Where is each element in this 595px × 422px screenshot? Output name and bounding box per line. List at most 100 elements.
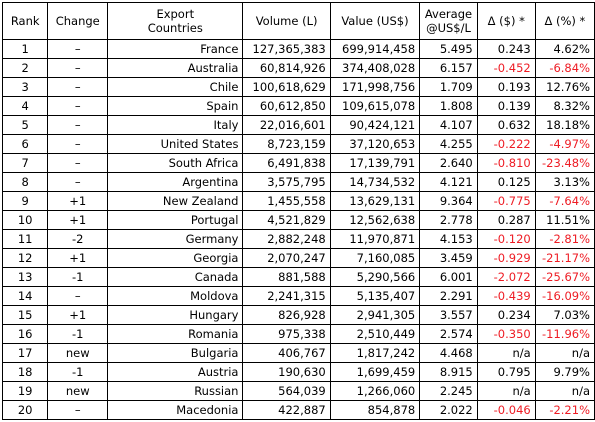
volume-cell: 22,016,601 [242, 115, 331, 135]
delta-dollar-cell: 0.243 [476, 39, 536, 59]
delta-dollar-cell: -0.046 [476, 400, 536, 420]
delta-dollar-cell: 0.139 [476, 96, 536, 116]
table-row: 14– Moldova 2,241,315 5,135,407 2.291 -0.439-… [1, 286, 595, 306]
volume-cell: 2,241,315 [242, 286, 331, 306]
delta-percent-cell: 11.51% [534, 210, 595, 230]
delta-percent-cell: -21.17% [534, 248, 595, 268]
average-cell: 2.291 [419, 286, 478, 306]
delta-percent-cell: -7.64% [534, 191, 595, 211]
volume-cell: 1,455,558 [242, 191, 331, 211]
average-cell: 4.153 [419, 229, 478, 249]
value-cell: 37,120,653 [329, 134, 421, 154]
change-cell: new [47, 381, 109, 401]
change-cell: – [47, 134, 109, 154]
table-row: 16 -1 Romania 975,338 2,510,449 2.574 -0.350 -1… [1, 324, 595, 344]
average-cell: 1.709 [419, 77, 478, 97]
change-cell: new [47, 343, 109, 363]
delta-percent-cell: -23.48% [534, 153, 595, 173]
table-row: 9 +1 New Zealand 1,455,558 13,629,131 9.364 -0… [1, 191, 595, 211]
change-cell: +1 [47, 210, 109, 230]
country-cell: Argentina [107, 172, 244, 192]
delta-dollar-cell: 0.193 [476, 77, 536, 97]
volume-cell: 3,575,795 [242, 172, 331, 192]
country-cell: United States [107, 134, 244, 154]
country-cell: New Zealand [107, 191, 244, 211]
delta-percent-cell: -16.09% [534, 286, 595, 306]
table-row: 20– Macedonia 422,887 854,878 2.022 -0.046 -2.… [1, 400, 595, 420]
rank-cell: 16 [1, 324, 49, 344]
value-cell: 1,699,459 [329, 362, 421, 382]
change-cell: – [47, 96, 109, 116]
value-cell: 5,290,566 [329, 267, 421, 287]
table-row: 12 +1 Georgia 2,070,247 7,160,085 3.459 -0.929… [1, 248, 595, 268]
value-cell: 171,998,756 [329, 77, 421, 97]
average-cell: 2.574 [419, 324, 478, 344]
average-cell: 2.640 [419, 153, 478, 173]
average-cell: 2.778 [419, 210, 478, 230]
country-cell: Italy [107, 115, 244, 135]
country-cell: Moldova [107, 286, 244, 306]
table-body: 1– France 127,365,383 699,914,458 5.495 0.243… [1, 39, 595, 420]
value-cell: 374,408,028 [329, 58, 421, 78]
delta-percent-cell: n/a [534, 343, 595, 363]
rank-cell: 19 [1, 381, 49, 401]
table-row: 8– Argentina 3,575,795 14,734,532 4.121 0.125… [1, 172, 595, 192]
value-cell: 1,817,242 [329, 343, 421, 363]
average-cell: 9.364 [419, 191, 478, 211]
table-row: 3– Chile 100,618,629 171,998,756 1.709 0.193 1… [1, 77, 595, 97]
delta-percent-cell: 12.76% [534, 77, 595, 97]
table-row: 7– South Africa 6,491,838 17,139,791 2.640 -0… [1, 153, 595, 173]
country-cell: Romania [107, 324, 244, 344]
delta-percent-cell: -25.67% [534, 267, 595, 287]
delta-dollar-cell: 0.234 [476, 305, 536, 325]
rank-cell: 13 [1, 267, 49, 287]
country-cell: Bulgaria [107, 343, 244, 363]
rank-cell: 2 [1, 58, 49, 78]
volume-cell: 8,723,159 [242, 134, 331, 154]
volume-cell: 406,767 [242, 343, 331, 363]
value-cell: 90,424,121 [329, 115, 421, 135]
change-cell: -2 [47, 229, 109, 249]
delta-dollar-cell: -2.072 [476, 267, 536, 287]
delta-percent-cell: 3.13% [534, 172, 595, 192]
value-cell: 13,629,131 [329, 191, 421, 211]
delta-percent-cell: -2.21% [534, 400, 595, 420]
average-cell: 3.459 [419, 248, 478, 268]
volume-cell: 975,338 [242, 324, 331, 344]
value-cell: 2,510,449 [329, 324, 421, 344]
value-cell: 699,914,458 [329, 39, 421, 59]
delta-dollar-cell: 0.287 [476, 210, 536, 230]
value-cell: 109,615,078 [329, 96, 421, 116]
average-cell: 4.107 [419, 115, 478, 135]
table-row: 18 -1 Austria 190,630 1,699,459 8.915 0.795 9.7… [1, 362, 595, 382]
table-row: 11 -2 Germany 2,882,248 11,970,871 4.153 -0.12… [1, 229, 595, 249]
average-cell: 6.001 [419, 267, 478, 287]
change-cell: – [47, 153, 109, 173]
country-cell: Chile [107, 77, 244, 97]
volume-cell: 881,588 [242, 267, 331, 287]
change-cell: -1 [47, 362, 109, 382]
header-row: Rank Change Export Countries Volume (L) V… [1, 2, 595, 40]
value-cell: 12,562,638 [329, 210, 421, 230]
table-row: 15 +1 Hungary 826,928 2,941,305 3.557 0.234 7.0… [1, 305, 595, 325]
volume-cell: 6,491,838 [242, 153, 331, 173]
table-row: 4– Spain 60,612,850 109,615,078 1.808 0.139 8.… [1, 96, 595, 116]
country-cell: Russian [107, 381, 244, 401]
delta-dollar-cell: 0.125 [476, 172, 536, 192]
value-cell: 14,734,532 [329, 172, 421, 192]
value-cell: 1,266,060 [329, 381, 421, 401]
rank-cell: 8 [1, 172, 49, 192]
delta-dollar-cell: -0.350 [476, 324, 536, 344]
country-cell: Australia [107, 58, 244, 78]
change-cell: -1 [47, 324, 109, 344]
rank-cell: 14 [1, 286, 49, 306]
header-delta-percent: Δ (%) * [534, 2, 595, 40]
change-cell: +1 [47, 248, 109, 268]
delta-percent-cell: 7.03% [534, 305, 595, 325]
value-cell: 2,941,305 [329, 305, 421, 325]
average-cell: 2.245 [419, 381, 478, 401]
volume-cell: 2,070,247 [242, 248, 331, 268]
delta-dollar-cell: -0.439 [476, 286, 536, 306]
